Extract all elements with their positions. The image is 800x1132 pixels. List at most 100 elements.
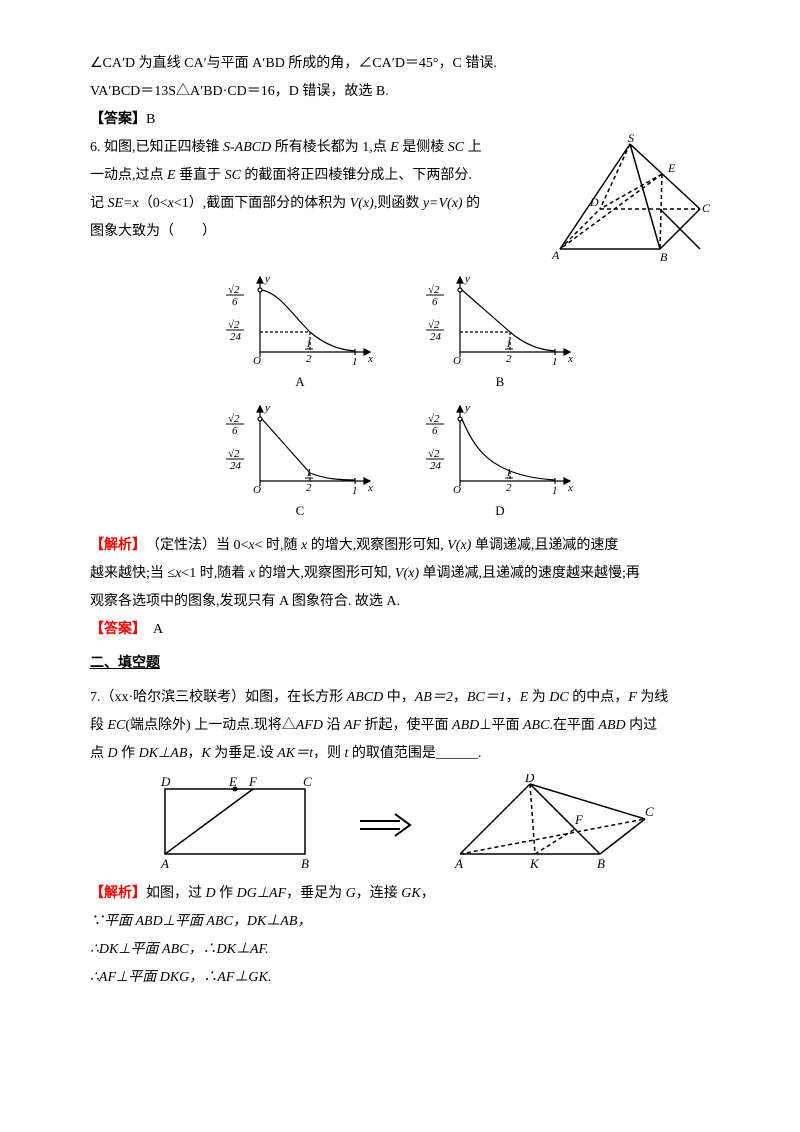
chart-row-2: √2 6 √2 24 O 1 2 1 x y C <box>220 401 580 524</box>
q6-l2b: 垂直于 <box>176 168 225 183</box>
q7s-1c: ，垂足为 <box>286 886 346 901</box>
q6-Vx: V(x) <box>350 196 374 211</box>
svg-text:2: 2 <box>306 353 312 365</box>
svg-text:24: 24 <box>230 460 242 472</box>
svg-text:1: 1 <box>552 485 558 496</box>
q7-F: F <box>628 690 637 705</box>
svg-text:24: 24 <box>430 460 442 472</box>
q7-l1a: 7.（xx·哈尔滨三校联考）如图，在长方形 <box>90 690 347 705</box>
q6-SC: SC <box>448 140 464 155</box>
chart-C: √2 6 √2 24 O 1 2 1 x y C <box>220 401 380 524</box>
q7s-1d: ，连接 <box>356 886 402 901</box>
svg-text:√2: √2 <box>428 284 440 296</box>
q7-l1e: 的中点， <box>569 690 629 705</box>
q7-sol-4: ∴AF⊥平面 DKG，∴AF⊥GK. <box>90 964 710 992</box>
sol-t1c: 的增大,观察图形可知, <box>307 538 447 553</box>
q6-l1b: 所有棱长都为 1,点 <box>271 140 390 155</box>
q6-E: E <box>390 140 399 155</box>
figL-A: A <box>160 856 169 871</box>
answer-label-6: 【答案】 <box>90 622 139 637</box>
answer-value: B <box>146 112 155 127</box>
figR-F: F <box>574 812 584 827</box>
q7-sol-label: 【解析】 <box>90 886 146 901</box>
q7-line2: 段 EC(端点除外) 上一动点.现将△AFD 沿 AF 折起，使平面 ABD⊥平… <box>90 712 710 740</box>
figR-D: D <box>524 774 535 785</box>
chart-label-B: B <box>420 369 580 395</box>
fig-label-E: E <box>667 161 676 175</box>
q6-l4: 图象大致为（ ） <box>90 218 530 246</box>
svg-text:x: x <box>567 482 573 494</box>
q7s-D: D <box>206 886 216 901</box>
q6-l3a: 记 <box>90 196 108 211</box>
question-6-text: 6. 如图,已知正四棱锥 S-ABCD 所有棱长都为 1,点 E 是侧棱 SC … <box>90 134 530 246</box>
figL-D: D <box>160 774 171 789</box>
sol-t1: （定性法）当 0< <box>139 538 248 553</box>
fig-label-B: B <box>660 250 668 264</box>
q7-ABD: ABD <box>452 718 479 733</box>
q7-K: K <box>201 746 210 761</box>
q6-SEx: SE=x <box>108 196 139 211</box>
q7-AB: AB＝2 <box>415 690 453 705</box>
q7-AKt: AK＝t <box>277 746 313 761</box>
q6-l1a: 6. 如图,已知正四棱锥 <box>90 140 223 155</box>
figL-B: B <box>301 856 309 871</box>
svg-text:1: 1 <box>306 338 312 350</box>
q7-l2c: 沿 <box>323 718 344 733</box>
section-2-heading: 二、填空题 <box>90 650 710 678</box>
q7-l2b: (端点除外) 上一动点.现将△ <box>125 718 295 733</box>
fig-label-S: S <box>628 134 634 145</box>
q6-l1c: 是侧棱 <box>399 140 448 155</box>
q7-l3a: 点 <box>90 746 108 761</box>
chart-label-D: D <box>420 498 580 524</box>
q6-l3e: 的 <box>463 196 481 211</box>
q7-D: D <box>108 746 118 761</box>
svg-text:2: 2 <box>506 353 512 365</box>
chart-row-1: √2 6 √2 24 O 1 2 1 x y A <box>220 272 580 395</box>
q7-ABD2: ABD <box>598 718 625 733</box>
q7-c1: ， <box>453 690 467 705</box>
figR-C: C <box>645 804 654 819</box>
q7-sol-3: ∴DK⊥平面 ABC，∴DK⊥AF. <box>90 936 710 964</box>
q7-E: E <box>520 690 529 705</box>
q7-l2d: 折起，使平面 <box>361 718 452 733</box>
answer-value-6: A <box>139 622 163 637</box>
q6-l3d: ,则函数 <box>374 196 423 211</box>
svg-text:√2: √2 <box>428 319 440 331</box>
pyramid-figure: S E A B C D <box>540 134 710 264</box>
svg-text:O: O <box>253 355 261 367</box>
sol-l2a: 越来越快;当 ≤ <box>90 566 175 581</box>
figL-E: E <box>228 774 237 789</box>
q7s-1e: ， <box>421 886 435 901</box>
q7-ABC: ABC <box>523 718 549 733</box>
svg-text:√2: √2 <box>228 319 240 331</box>
figR-A: A <box>454 856 463 871</box>
q7-DC: DC <box>549 690 568 705</box>
sol-l2d: 单调递减,且递减的速度越来越慢;再 <box>419 566 640 581</box>
q6-l3c: <1）,截面下面部分的体积为 <box>174 196 350 211</box>
q6-E2: E <box>167 168 176 183</box>
q6-solution-2: 越来越快;当 ≤x<1 时,随着 x 的增大,观察图形可知, V(x) 单调递减… <box>90 560 710 588</box>
sol-Vx2: V(x) <box>395 566 419 581</box>
q6-l2a: 一动点,过点 <box>90 168 167 183</box>
q7-AFD: AFD <box>296 718 323 733</box>
q7-fig-left: D E F C A B <box>145 774 325 874</box>
svg-text:6: 6 <box>432 296 438 308</box>
q7-solution-1: 【解析】如图，过 D 作 DG⊥AF，垂足为 G，连接 GK， <box>90 880 710 908</box>
q6-l1d: 上 <box>464 140 482 155</box>
q7s-G: G <box>346 886 356 901</box>
svg-text:6: 6 <box>432 425 438 437</box>
svg-text:6: 6 <box>232 296 238 308</box>
svg-text:√2: √2 <box>228 413 240 425</box>
svg-text:√2: √2 <box>428 448 440 460</box>
figL-C: C <box>303 774 312 789</box>
q7-l1b: 中， <box>383 690 415 705</box>
q6-answer: 【答案】 A <box>90 616 710 644</box>
svg-text:√2: √2 <box>228 284 240 296</box>
svg-text:O: O <box>453 484 461 496</box>
sol-l2c: 的增大,观察图形可知, <box>255 566 395 581</box>
svg-text:√2: √2 <box>228 448 240 460</box>
sol-l2b: <1 时,随着 <box>181 566 248 581</box>
fig-label-A: A <box>551 248 560 262</box>
q7-AF: AF <box>344 718 361 733</box>
q7-l2f: .在平面 <box>549 718 598 733</box>
